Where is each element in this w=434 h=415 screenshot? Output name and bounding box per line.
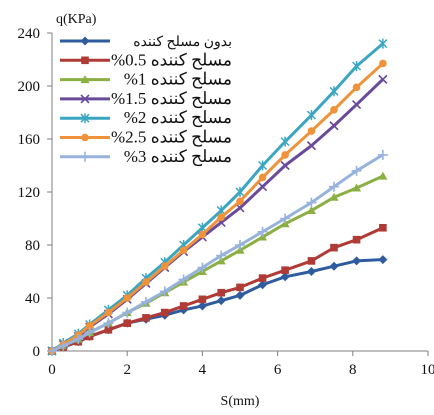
data-point bbox=[142, 314, 150, 322]
legend-item-5: %2 مسلح کننده bbox=[60, 108, 232, 128]
data-point bbox=[378, 172, 387, 180]
data-point bbox=[330, 86, 338, 96]
x-tick-label: 2 bbox=[123, 362, 131, 378]
x-tick-label: 0 bbox=[48, 362, 56, 378]
x-tick-label: 10 bbox=[421, 362, 434, 378]
data-point bbox=[379, 39, 387, 49]
data-point bbox=[281, 137, 289, 147]
data-point bbox=[259, 161, 267, 171]
data-point bbox=[236, 284, 244, 292]
data-point bbox=[217, 289, 225, 297]
legend-swatch-marker bbox=[81, 57, 89, 65]
data-point bbox=[259, 183, 267, 191]
legend-layer: بدون مسلح کننده%0.5 مسلح کننده%1 مسلح کن… bbox=[60, 35, 232, 167]
legend-label: %2 مسلح کننده bbox=[124, 108, 232, 128]
data-point bbox=[217, 213, 225, 221]
data-point bbox=[142, 278, 150, 286]
data-point bbox=[281, 266, 289, 274]
data-point bbox=[353, 101, 361, 109]
data-point bbox=[379, 60, 387, 68]
data-point bbox=[236, 187, 244, 197]
data-point bbox=[161, 309, 169, 317]
series-1 bbox=[48, 255, 388, 355]
legend-item-2: %0.5 مسلح کننده bbox=[60, 50, 232, 70]
data-point bbox=[353, 236, 361, 244]
legend-item-3: %1 مسلح کننده bbox=[60, 70, 232, 90]
data-point bbox=[330, 106, 338, 114]
x-tick-label: 6 bbox=[274, 362, 282, 378]
legend-label: بدون مسلح کننده bbox=[133, 35, 232, 50]
data-point bbox=[105, 309, 113, 317]
data-point bbox=[307, 110, 315, 120]
legend-swatch-marker bbox=[81, 37, 90, 46]
data-point bbox=[352, 256, 361, 265]
y-tick-label: 200 bbox=[18, 79, 41, 95]
x-tick-label: 8 bbox=[349, 362, 357, 378]
data-point bbox=[353, 61, 361, 71]
data-point bbox=[308, 257, 316, 265]
legend-swatch-marker bbox=[80, 152, 90, 162]
data-point bbox=[379, 75, 387, 83]
data-point bbox=[281, 162, 289, 170]
data-point bbox=[161, 262, 169, 270]
data-point bbox=[217, 296, 226, 305]
data-point bbox=[199, 231, 207, 239]
legend-label: %2.5 مسلح کننده bbox=[111, 128, 232, 148]
data-point bbox=[123, 294, 131, 302]
y-tick-label: 0 bbox=[33, 344, 41, 360]
data-point bbox=[379, 224, 387, 232]
data-point bbox=[353, 84, 361, 92]
y-tick-label: 80 bbox=[25, 238, 40, 254]
data-point bbox=[236, 291, 245, 300]
series-7 bbox=[47, 150, 388, 356]
data-point bbox=[307, 142, 315, 150]
y-tick-label: 120 bbox=[18, 185, 41, 201]
legend-item-4: %1.5 مسلح کننده bbox=[60, 89, 232, 109]
legend-label: %3 مسلح کننده bbox=[124, 147, 232, 167]
legend-label: %0.5 مسلح کننده bbox=[111, 50, 232, 70]
y-tick-label: 40 bbox=[25, 291, 40, 307]
legend-label: %1.5 مسلح کننده bbox=[111, 89, 232, 109]
y-axis-title: q(KPa) bbox=[56, 12, 97, 27]
series-2 bbox=[48, 224, 386, 355]
data-point bbox=[281, 151, 289, 159]
x-tick-label: 4 bbox=[199, 362, 207, 378]
data-point bbox=[259, 174, 267, 182]
y-tick-label: 160 bbox=[18, 132, 41, 148]
data-point bbox=[308, 127, 316, 135]
data-point bbox=[259, 274, 267, 282]
data-point bbox=[123, 319, 131, 327]
data-point bbox=[378, 255, 387, 264]
series-line bbox=[52, 260, 383, 351]
data-point bbox=[236, 197, 244, 205]
x-axis-title: S(mm) bbox=[221, 394, 260, 409]
data-point bbox=[330, 262, 339, 271]
data-point bbox=[180, 247, 188, 255]
data-point bbox=[199, 296, 207, 304]
y-tick-label: 240 bbox=[18, 26, 41, 42]
legend-item-7: %3 مسلح کننده bbox=[60, 147, 232, 167]
data-point bbox=[330, 122, 338, 130]
data-point bbox=[330, 244, 338, 252]
data-point bbox=[180, 302, 188, 310]
data-point bbox=[307, 267, 316, 276]
legend-swatch-marker bbox=[81, 134, 89, 142]
legend-label: %1 مسلح کننده bbox=[124, 70, 232, 90]
legend-item-6: %2.5 مسلح کننده bbox=[60, 128, 232, 148]
legend-item-1: بدون مسلح کننده bbox=[60, 35, 232, 50]
